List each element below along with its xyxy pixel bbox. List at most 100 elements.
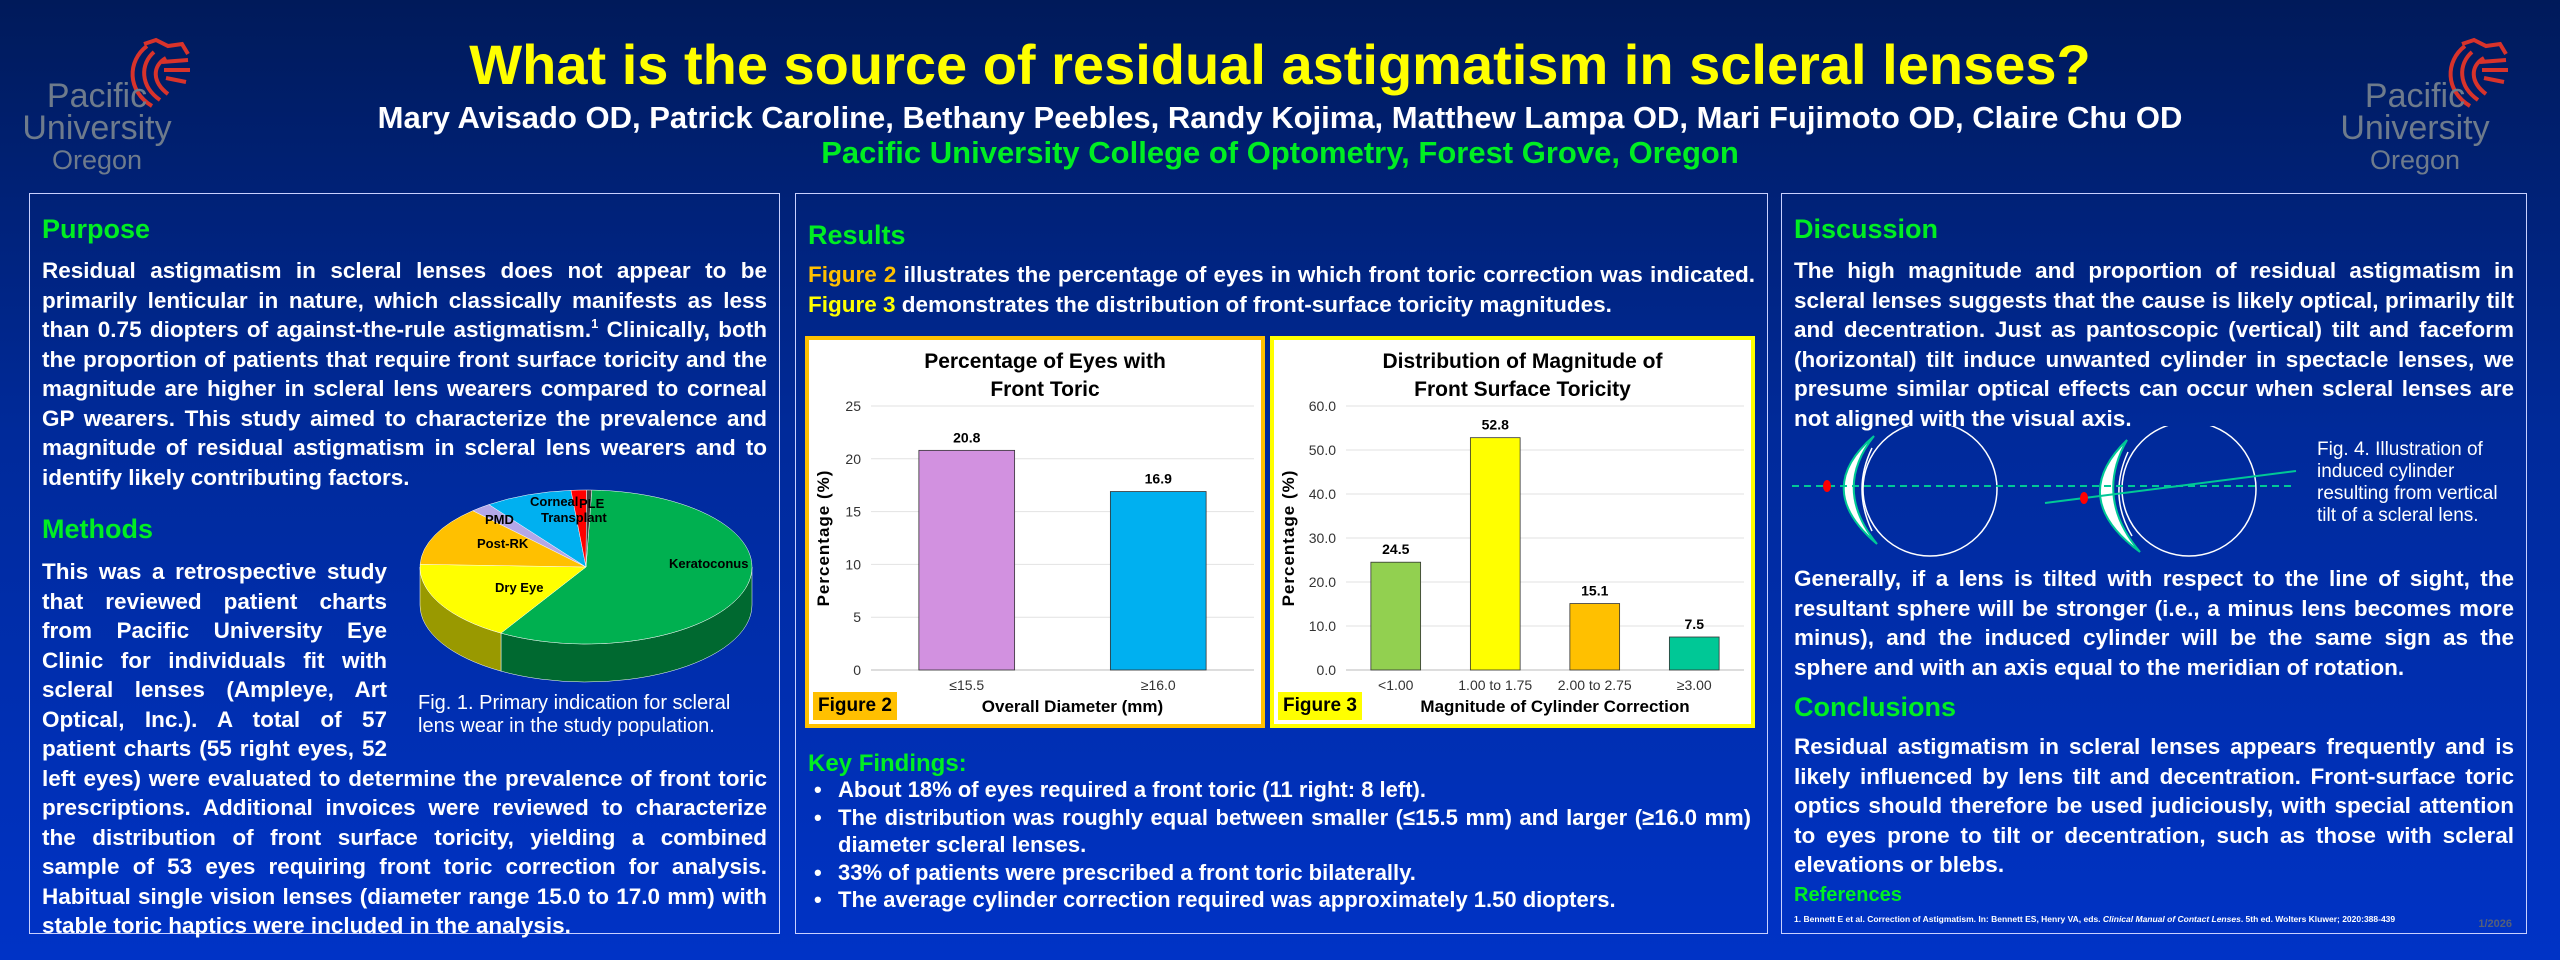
ref-text: 1. Bennett E et al. Correction of Astigm… <box>1794 914 2103 924</box>
logo-text: University <box>2340 109 2490 147</box>
discussion-text: The high magnitude and proportion of res… <box>1794 258 2514 431</box>
pie-slice-dry-eye <box>419 564 587 634</box>
fig4-eye-illustration <box>1792 426 2297 557</box>
x-tick-label: ≥16.0 <box>1141 677 1176 693</box>
pie-slice-other <box>585 489 593 568</box>
figure3-label: Figure 3 <box>1278 692 1362 720</box>
bar <box>1668 636 1720 671</box>
results-text-a: illustrates the percentage of eyes in wh… <box>896 262 1755 287</box>
key-finding: About 18% of eyes required a front toric… <box>812 776 1751 804</box>
figure2-chart: Percentage of Eyes with Front Toric 0 5 10 15… <box>805 336 1265 728</box>
key-finding: 33% of patients were prescribed a front … <box>812 859 1751 887</box>
ref-text: . 5th ed. Wolters Kluwer; 2020:388-439 <box>2240 914 2396 924</box>
dragon-logo-icon <box>130 37 190 108</box>
discussion-heading: Discussion <box>1794 214 1939 244</box>
pie-label: PLE <box>579 496 605 511</box>
scleral-lens-icon <box>1842 435 1878 545</box>
y-tick-label: 20 <box>845 451 861 467</box>
chart-title: Front Surface Toricity <box>1414 378 1631 401</box>
middle-panel: Results Figure 2 illustrates the percent… <box>795 193 1768 934</box>
right-panel: Discussion The high magnitude and propor… <box>1781 193 2527 934</box>
bar <box>918 449 1016 671</box>
ref-book-title: Clinical Manual of Contact Lenses <box>2102 914 2241 924</box>
figure3-chart: Distribution of Magnitude of Front Surfac… <box>1270 336 1755 728</box>
x-tick-label: 1.00 to 1.75 <box>1458 677 1532 693</box>
key-findings-list: About 18% of eyes required a front toric… <box>812 776 1751 914</box>
data-label: 24.5 <box>1382 541 1409 557</box>
pie-label: PMD <box>485 512 514 527</box>
pie-slice-keratoconus <box>500 489 753 645</box>
results-heading: Results <box>808 220 906 250</box>
pie-label: Dry Eye <box>495 580 543 595</box>
fig1-caption: Fig. 1. Primary indication for scleral l… <box>418 692 731 737</box>
y-tick-label: 60.0 <box>1309 398 1336 414</box>
pie-slice-post-rk <box>419 510 587 568</box>
results-text-b: demonstrates the distribution of front-s… <box>895 291 1612 317</box>
x-tick-label: ≥3.00 <box>1677 677 1712 693</box>
x-tick-label: 2.00 to 2.75 <box>1558 677 1632 693</box>
authors: Mary Avisado OD, Patrick Caroline, Betha… <box>377 100 2183 135</box>
x-tick-label: ≤15.5 <box>949 677 984 693</box>
key-finding: The average cylinder correction required… <box>812 886 1751 914</box>
conclusions-heading: Conclusions <box>1794 692 1957 722</box>
x-axis-title: Magnitude of Cylinder Correction <box>1420 697 1689 716</box>
reference-1: 1. Bennett E et al. Correction of Astigm… <box>1794 914 2395 924</box>
methods-text: This was a retrospective study that revi… <box>42 557 767 941</box>
discussion-text-2: Generally, if a lens is tilted with resp… <box>1794 566 2514 680</box>
purpose-text: Residual astigmatism in scleral lenses d… <box>42 256 767 492</box>
conclusions-text: Residual astigmatism in scleral lenses a… <box>1794 734 2514 877</box>
y-tick-label: 0 <box>853 662 861 678</box>
y-tick-label: 15 <box>845 504 861 520</box>
logo-text: University <box>22 109 172 147</box>
date-stamp: 1/2026 <box>2478 918 2512 930</box>
pie-label: Keratoconus <box>669 556 748 571</box>
y-tick-label: 20.0 <box>1309 574 1336 590</box>
y-tick-label: 10.0 <box>1309 618 1336 634</box>
bar <box>1569 603 1621 671</box>
figure3-ref: Figure 3 <box>808 291 896 317</box>
key-finding: The distribution was roughly equal betwe… <box>812 804 1751 859</box>
bar-chart-fig3: Distribution of Magnitude of Front Surfac… <box>1279 350 1744 716</box>
logo-text: Pacific <box>46 77 148 115</box>
bar-chart-fig2: Percentage of Eyes with Front Toric 0 5 10 15… <box>814 350 1254 716</box>
pie-label: Transplant <box>541 510 607 525</box>
y-axis-title: Percentage (%) <box>1279 470 1298 607</box>
purpose-heading: Purpose <box>42 214 151 244</box>
pie-slice-corneal-transplant <box>488 490 587 568</box>
university-logo-left: Pacific University Oregon <box>22 28 192 175</box>
y-tick-label: 0.0 <box>1317 662 1337 678</box>
y-tick-label: 50.0 <box>1309 442 1336 458</box>
y-tick-label: 25 <box>845 398 861 414</box>
citation-superscript: 1 <box>591 316 599 331</box>
chart-title: Front Toric <box>990 378 1100 401</box>
purpose-text-b: Clinically, both the proportion of patie… <box>42 317 767 490</box>
x-axis-title: Overall Diameter (mm) <box>982 697 1163 716</box>
chart-title: Percentage of Eyes with <box>924 350 1166 373</box>
x-tick-label: <1.00 <box>1378 677 1414 693</box>
methods-text-body: This was a retrospective study that revi… <box>42 559 767 938</box>
bar <box>1469 437 1521 671</box>
chart-title: Distribution of Magnitude of <box>1383 350 1664 373</box>
pie-chart-fig1: Keratoconus Dry Eye Post-RK PMD CornealTrans… <box>419 489 753 683</box>
logo-text: Oregon <box>2369 145 2461 175</box>
y-axis-title: Percentage (%) <box>814 470 833 607</box>
logo-text: Oregon <box>51 145 143 175</box>
figure2-label: Figure 2 <box>813 692 897 720</box>
pie-label: Corneal <box>530 494 578 509</box>
key-findings-heading: Key Findings: <box>808 750 967 777</box>
methods-heading: Methods <box>42 514 153 544</box>
data-label: 15.1 <box>1581 583 1608 599</box>
affiliation: Pacific University College of Optometry,… <box>821 135 1739 170</box>
references-heading: References <box>1794 884 1902 906</box>
scleral-lens-icon <box>2098 439 2141 553</box>
data-label: 52.8 <box>1482 417 1509 433</box>
y-tick-label: 5 <box>853 609 861 625</box>
bar <box>1109 491 1207 671</box>
y-tick-label: 40.0 <box>1309 486 1336 502</box>
purpose-text-a: Residual astigmatism in scleral lenses d… <box>42 258 767 342</box>
y-tick-label: 30.0 <box>1309 530 1336 546</box>
bar <box>1370 561 1422 671</box>
university-logo-right: Pacific University Oregon <box>2340 28 2510 175</box>
data-label: 7.5 <box>1685 616 1705 632</box>
figure2-ref: Figure 2 <box>808 262 897 287</box>
